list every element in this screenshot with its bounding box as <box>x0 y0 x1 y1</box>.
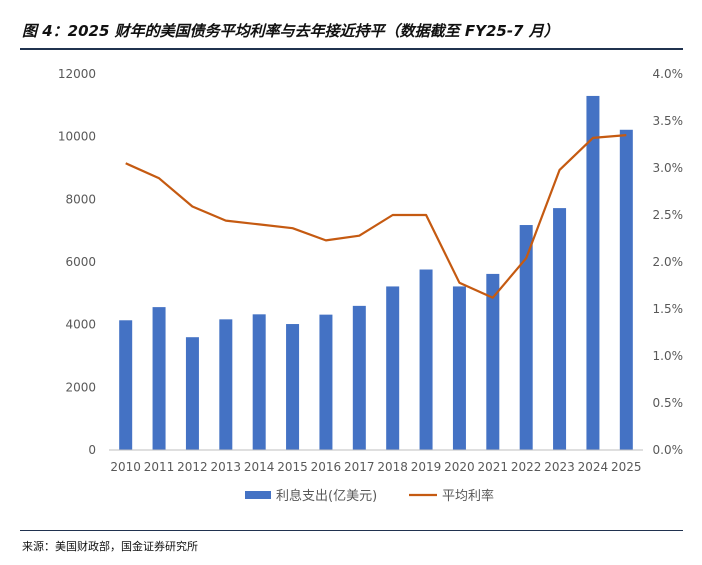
left-axis-tick-label: 0 <box>88 443 96 457</box>
bar <box>586 95 600 450</box>
bar <box>386 286 400 450</box>
right-axis-tick-label: 1.5% <box>653 302 684 316</box>
bar <box>319 314 333 450</box>
x-axis-tick-label: 2017 <box>344 460 375 474</box>
x-axis-tick-label: 2021 <box>478 460 509 474</box>
left-axis-tick-label: 10000 <box>58 130 96 144</box>
source-divider <box>20 530 683 531</box>
bar <box>619 129 633 451</box>
right-axis-tick-label: 2.5% <box>653 208 684 222</box>
source-note: 来源：美国财政部，国金证券研究所 <box>22 540 198 553</box>
bar <box>185 337 199 450</box>
x-axis-tick-label: 2020 <box>444 460 475 474</box>
x-axis-tick-label: 2015 <box>277 460 308 474</box>
legend-swatch-bar <box>245 491 271 499</box>
legend: 利息支出(亿美元) 平均利率 <box>245 488 494 504</box>
bar <box>286 324 300 450</box>
right-axis-tick-label: 0.5% <box>653 396 684 410</box>
bar <box>219 319 233 450</box>
bar <box>519 225 533 450</box>
x-axis-tick-label: 2025 <box>611 460 642 474</box>
x-axis-tick-label: 2013 <box>211 460 242 474</box>
right-axis-tick-label: 0.0% <box>653 443 684 457</box>
combo-chart: 0 2000 4000 6000 8000 10000 12000 0.0% 0.5% 1.0%… <box>58 67 684 504</box>
bar <box>252 314 266 450</box>
chart-title: 图 4：2025 财年的美国债务平均利率与去年接近持平（数据截至 FY25-7 … <box>22 22 559 40</box>
left-axis-tick-label: 2000 <box>65 380 96 394</box>
bar <box>119 320 133 450</box>
bar <box>486 273 500 450</box>
right-axis-tick-label: 3.5% <box>653 114 684 128</box>
bar-series <box>119 95 633 451</box>
right-axis-tick-label: 3.0% <box>653 161 684 175</box>
x-axis-tick-label: 2016 <box>311 460 342 474</box>
bar <box>352 305 366 450</box>
bar <box>452 286 466 450</box>
right-axis-tick-label: 1.0% <box>653 349 684 363</box>
x-axis-tick-label: 2011 <box>144 460 175 474</box>
right-axis: 0.0% 0.5% 1.0% 1.5% 2.0% 2.5% 3.0% 3.5% 4.0% <box>653 67 684 457</box>
left-axis-tick-label: 8000 <box>65 192 96 206</box>
x-axis-tick-label: 2012 <box>177 460 208 474</box>
bar <box>553 208 567 450</box>
left-axis-tick-label: 6000 <box>65 255 96 269</box>
x-axis-tick-label: 2023 <box>544 460 575 474</box>
line-series-average-rate <box>125 134 627 299</box>
right-axis-tick-label: 4.0% <box>653 67 684 81</box>
left-axis-tick-label: 12000 <box>58 67 96 81</box>
x-axis-tick-label: 2024 <box>578 460 609 474</box>
bar <box>419 269 433 450</box>
legend-label-bar: 利息支出(亿美元) <box>276 488 377 504</box>
right-axis-tick-label: 2.0% <box>653 255 684 269</box>
x-axis-tick-label: 2019 <box>411 460 442 474</box>
x-axis-tick-label: 2022 <box>511 460 542 474</box>
title-underline <box>20 48 683 50</box>
bar <box>152 307 166 450</box>
left-axis-tick-label: 4000 <box>65 318 96 332</box>
x-axis-tick-label: 2010 <box>110 460 141 474</box>
left-axis: 0 2000 4000 6000 8000 10000 12000 <box>58 67 96 457</box>
x-axis: 2010 2011 2012 2013 2014 2015 2016 2017 2018 2019… <box>110 460 641 474</box>
x-axis-tick-label: 2018 <box>377 460 408 474</box>
x-axis-tick-label: 2014 <box>244 460 275 474</box>
legend-label-line: 平均利率 <box>442 488 494 504</box>
